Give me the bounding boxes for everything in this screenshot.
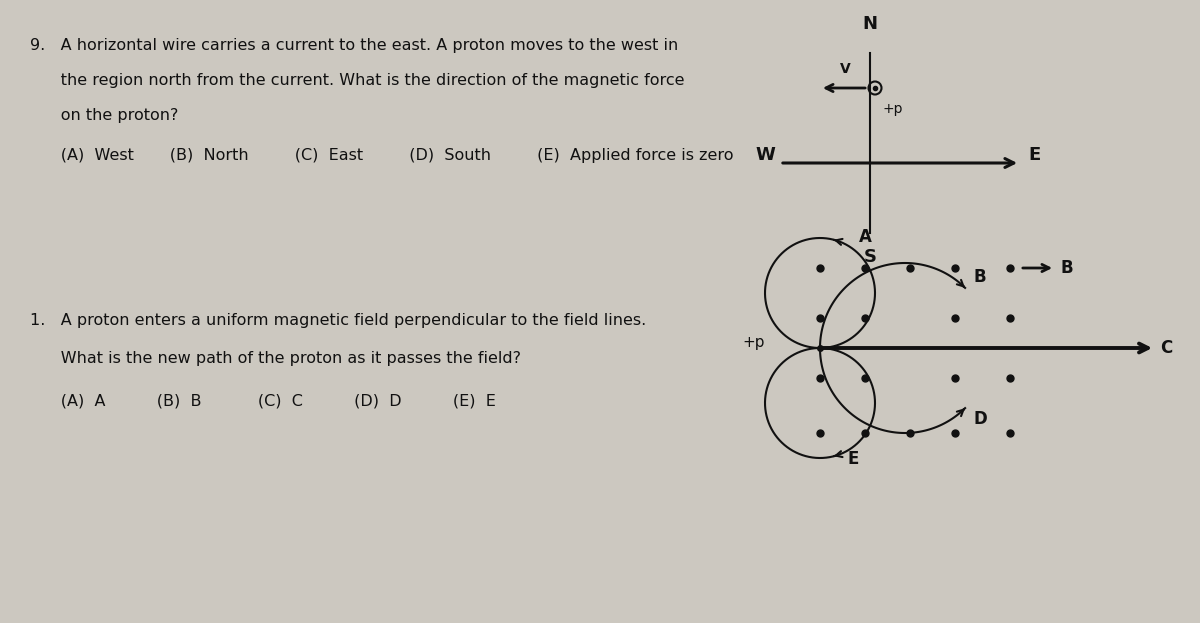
Text: N: N [863,15,877,33]
Text: C: C [1160,339,1172,357]
Text: I: I [868,185,872,200]
Text: W: W [755,146,775,164]
Text: E: E [1028,146,1042,164]
Text: What is the new path of the proton as it passes the field?: What is the new path of the proton as it… [30,351,521,366]
Text: E: E [847,450,859,468]
Text: (A)  West       (B)  North         (C)  East         (D)  South         (E)  App: (A) West (B) North (C) East (D) South (E… [30,148,733,163]
Text: +p: +p [883,102,904,116]
Text: B: B [973,268,985,286]
Text: S: S [864,248,876,266]
Text: the region north from the current. What is the direction of the magnetic force: the region north from the current. What … [30,73,684,88]
Text: (A)  A          (B)  B           (C)  C          (D)  D          (E)  E: (A) A (B) B (C) C (D) D (E) E [30,393,496,408]
Text: 9.   A horizontal wire carries a current to the east. A proton moves to the west: 9. A horizontal wire carries a current t… [30,38,678,53]
Text: V: V [840,62,851,76]
Text: +p: +p [743,336,766,351]
Text: 1.   A proton enters a uniform magnetic field perpendicular to the field lines.: 1. A proton enters a uniform magnetic fi… [30,313,647,328]
Text: D: D [973,410,986,428]
Text: B: B [1060,259,1073,277]
Text: A: A [858,228,871,246]
Text: on the proton?: on the proton? [30,108,179,123]
